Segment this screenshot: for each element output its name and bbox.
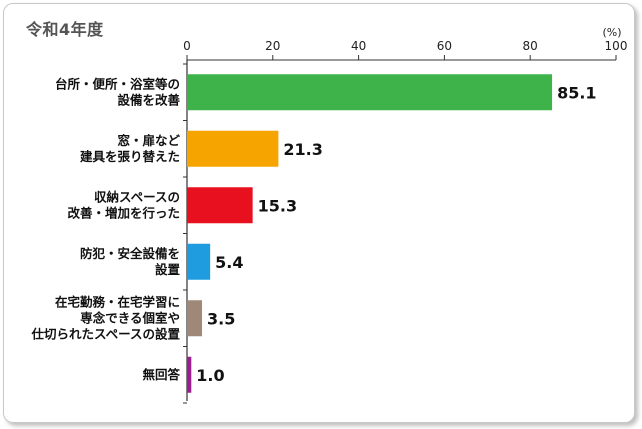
bar-3 [187, 243, 211, 280]
value-label-5: 1.0 [196, 366, 224, 385]
bar-4 [187, 300, 203, 337]
x-tick-label-1: 20 [265, 39, 280, 53]
x-tick-label-3: 60 [437, 39, 452, 53]
category-label-4-0: 在宅勤務・在宅学習に [55, 294, 180, 309]
x-tick-label-5: 100 [605, 39, 628, 53]
chart-title: 令和4年度 [26, 20, 104, 39]
bar-0 [187, 74, 553, 111]
category-label-2-1: 改善・増加を行った [67, 205, 180, 220]
category-label-4-2: 仕切られたスペースの設置 [30, 326, 180, 341]
bar-2 [187, 187, 253, 224]
chart-frame [3, 3, 635, 423]
value-label-1: 21.3 [283, 140, 322, 159]
value-label-2: 15.3 [258, 196, 297, 215]
category-label-1-1: 建具を張り替えた [80, 149, 180, 164]
category-label-2-0: 収納スペースの [94, 189, 180, 204]
x-tick-label-0: 0 [183, 39, 191, 53]
category-label-5-0: 無回答 [142, 367, 180, 382]
category-label-0-1: 設備を改善 [117, 92, 180, 107]
x-tick-label-4: 80 [523, 39, 538, 53]
bar-5 [187, 356, 192, 393]
category-label-1-0: 窓・扉など [117, 133, 180, 148]
x-tick-label-2: 40 [351, 39, 366, 53]
value-label-0: 85.1 [557, 83, 596, 102]
category-label-4-1: 専念できる個室や [80, 310, 180, 325]
value-label-4: 3.5 [207, 309, 235, 328]
category-label-0-0: 台所・便所・浴室等の [55, 76, 180, 91]
bar-1 [187, 130, 279, 167]
axis-unit-label: (%) [602, 26, 621, 39]
value-label-3: 5.4 [215, 253, 243, 272]
category-label-3-0: 防犯・安全設備を [80, 246, 180, 261]
category-label-3-1: 設置 [155, 262, 181, 277]
